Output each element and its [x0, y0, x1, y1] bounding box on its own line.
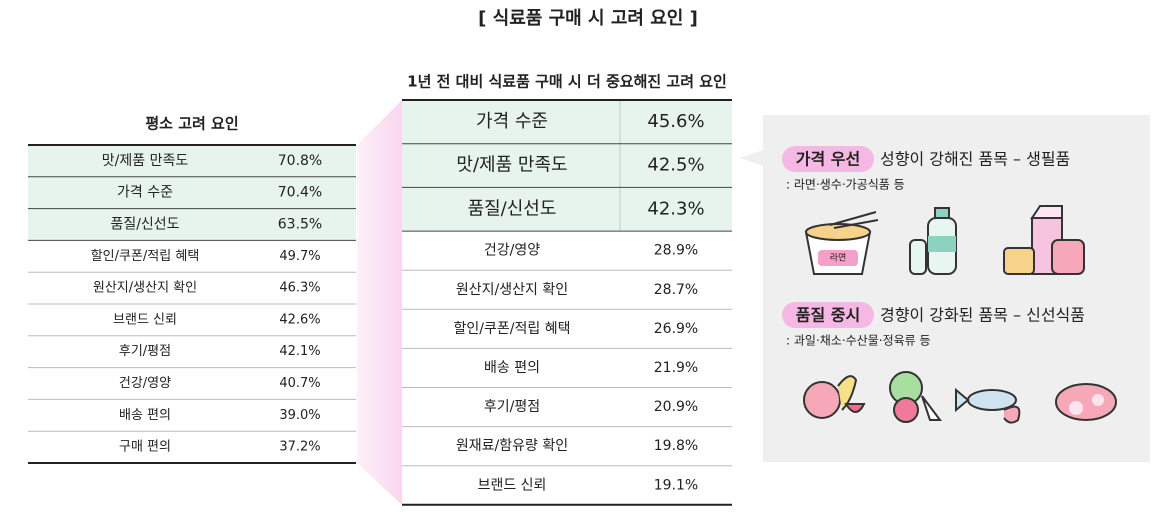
- row-label: 건강/영양: [484, 243, 540, 259]
- row-label: 원산지/생산지 확인: [456, 282, 568, 298]
- row-label: 할인/쿠폰/적립 혜택: [91, 249, 200, 264]
- row-label: 맛/제품 만족도: [456, 155, 567, 176]
- row-value: 37.2%: [279, 440, 320, 455]
- row-highlight: [402, 143, 732, 188]
- row-value: 42.6%: [279, 312, 320, 327]
- row-label: 후기/평점: [119, 344, 171, 359]
- row-value: 49.7%: [279, 249, 320, 264]
- row-label: 할인/쿠폰/적립 혜택: [454, 321, 571, 337]
- row-label: 구매 편의: [119, 440, 171, 455]
- row-label: 브랜드 신뢰: [478, 477, 547, 493]
- panel-pointer: [740, 150, 763, 166]
- row-label: 원산지/생산지 확인: [93, 281, 197, 296]
- highlight: 품질 중시: [796, 306, 860, 325]
- row-label: 맛/제품 만족도: [102, 153, 189, 169]
- table-title: 1년 전 대비 식료품 구매 시 더 중요해진 고려 요인: [407, 73, 727, 91]
- row-highlight: [402, 187, 732, 232]
- section-note: : 과일·채소·수산물·정육류 등: [786, 334, 931, 348]
- row-label: 건강/영양: [119, 376, 171, 391]
- highlight: 가격 우선: [796, 150, 860, 169]
- row-label: 배송 편의: [119, 408, 171, 423]
- row-value: 45.6%: [647, 111, 704, 132]
- row-highlight: [28, 208, 356, 241]
- title: [ 식료품 구매 시 고려 요인 ]: [478, 8, 698, 29]
- row-value: 39.0%: [279, 408, 320, 423]
- section-heading: 경향이 강화된 품목 – 신선식품: [880, 306, 1085, 325]
- section-heading: 성향이 강해진 품목 – 생필품: [880, 150, 1070, 169]
- row-label: 가격 수준: [117, 185, 173, 201]
- row-label: 배송 편의: [484, 360, 540, 376]
- row-value: 28.9%: [654, 243, 698, 259]
- row-label: 원재료/함유량 확인: [456, 438, 568, 454]
- table-title: 평소 고려 요인: [145, 115, 238, 133]
- highlight-badge: [782, 302, 874, 328]
- row-value: 20.9%: [654, 399, 698, 415]
- row-value: 70.8%: [278, 153, 322, 169]
- highlight-badge: [782, 146, 874, 172]
- row-value: 40.7%: [279, 376, 320, 391]
- row-value: 42.1%: [279, 344, 320, 359]
- row-value: 46.3%: [279, 281, 320, 296]
- row-label: 품질/신선도: [110, 217, 179, 233]
- row-label: 품질/신선도: [468, 198, 557, 219]
- icons-fresh: [803, 371, 1117, 424]
- icons-staples: 라면: [804, 205, 1085, 275]
- row-value: 21.9%: [654, 360, 698, 376]
- row-value: 26.9%: [654, 321, 698, 337]
- section-note: : 라면·생수·가공식품 등: [786, 178, 905, 192]
- row-value: 42.3%: [647, 198, 704, 219]
- row-label: 브랜드 신뢰: [113, 312, 177, 327]
- icon-label: 라면: [830, 253, 847, 264]
- connector: [357, 100, 402, 505]
- row-label: 가격 수준: [476, 111, 548, 132]
- row-highlight: [28, 145, 356, 177]
- row-value: 42.5%: [647, 155, 704, 176]
- row-value: 70.4%: [278, 185, 322, 201]
- row-highlight: [402, 100, 732, 144]
- row-value: 19.1%: [654, 477, 698, 493]
- row-label: 후기/평점: [484, 399, 540, 415]
- row-value: 28.7%: [654, 282, 698, 298]
- row-highlight: [28, 176, 356, 209]
- row-value: 63.5%: [278, 217, 322, 233]
- row-value: 19.8%: [654, 438, 698, 454]
